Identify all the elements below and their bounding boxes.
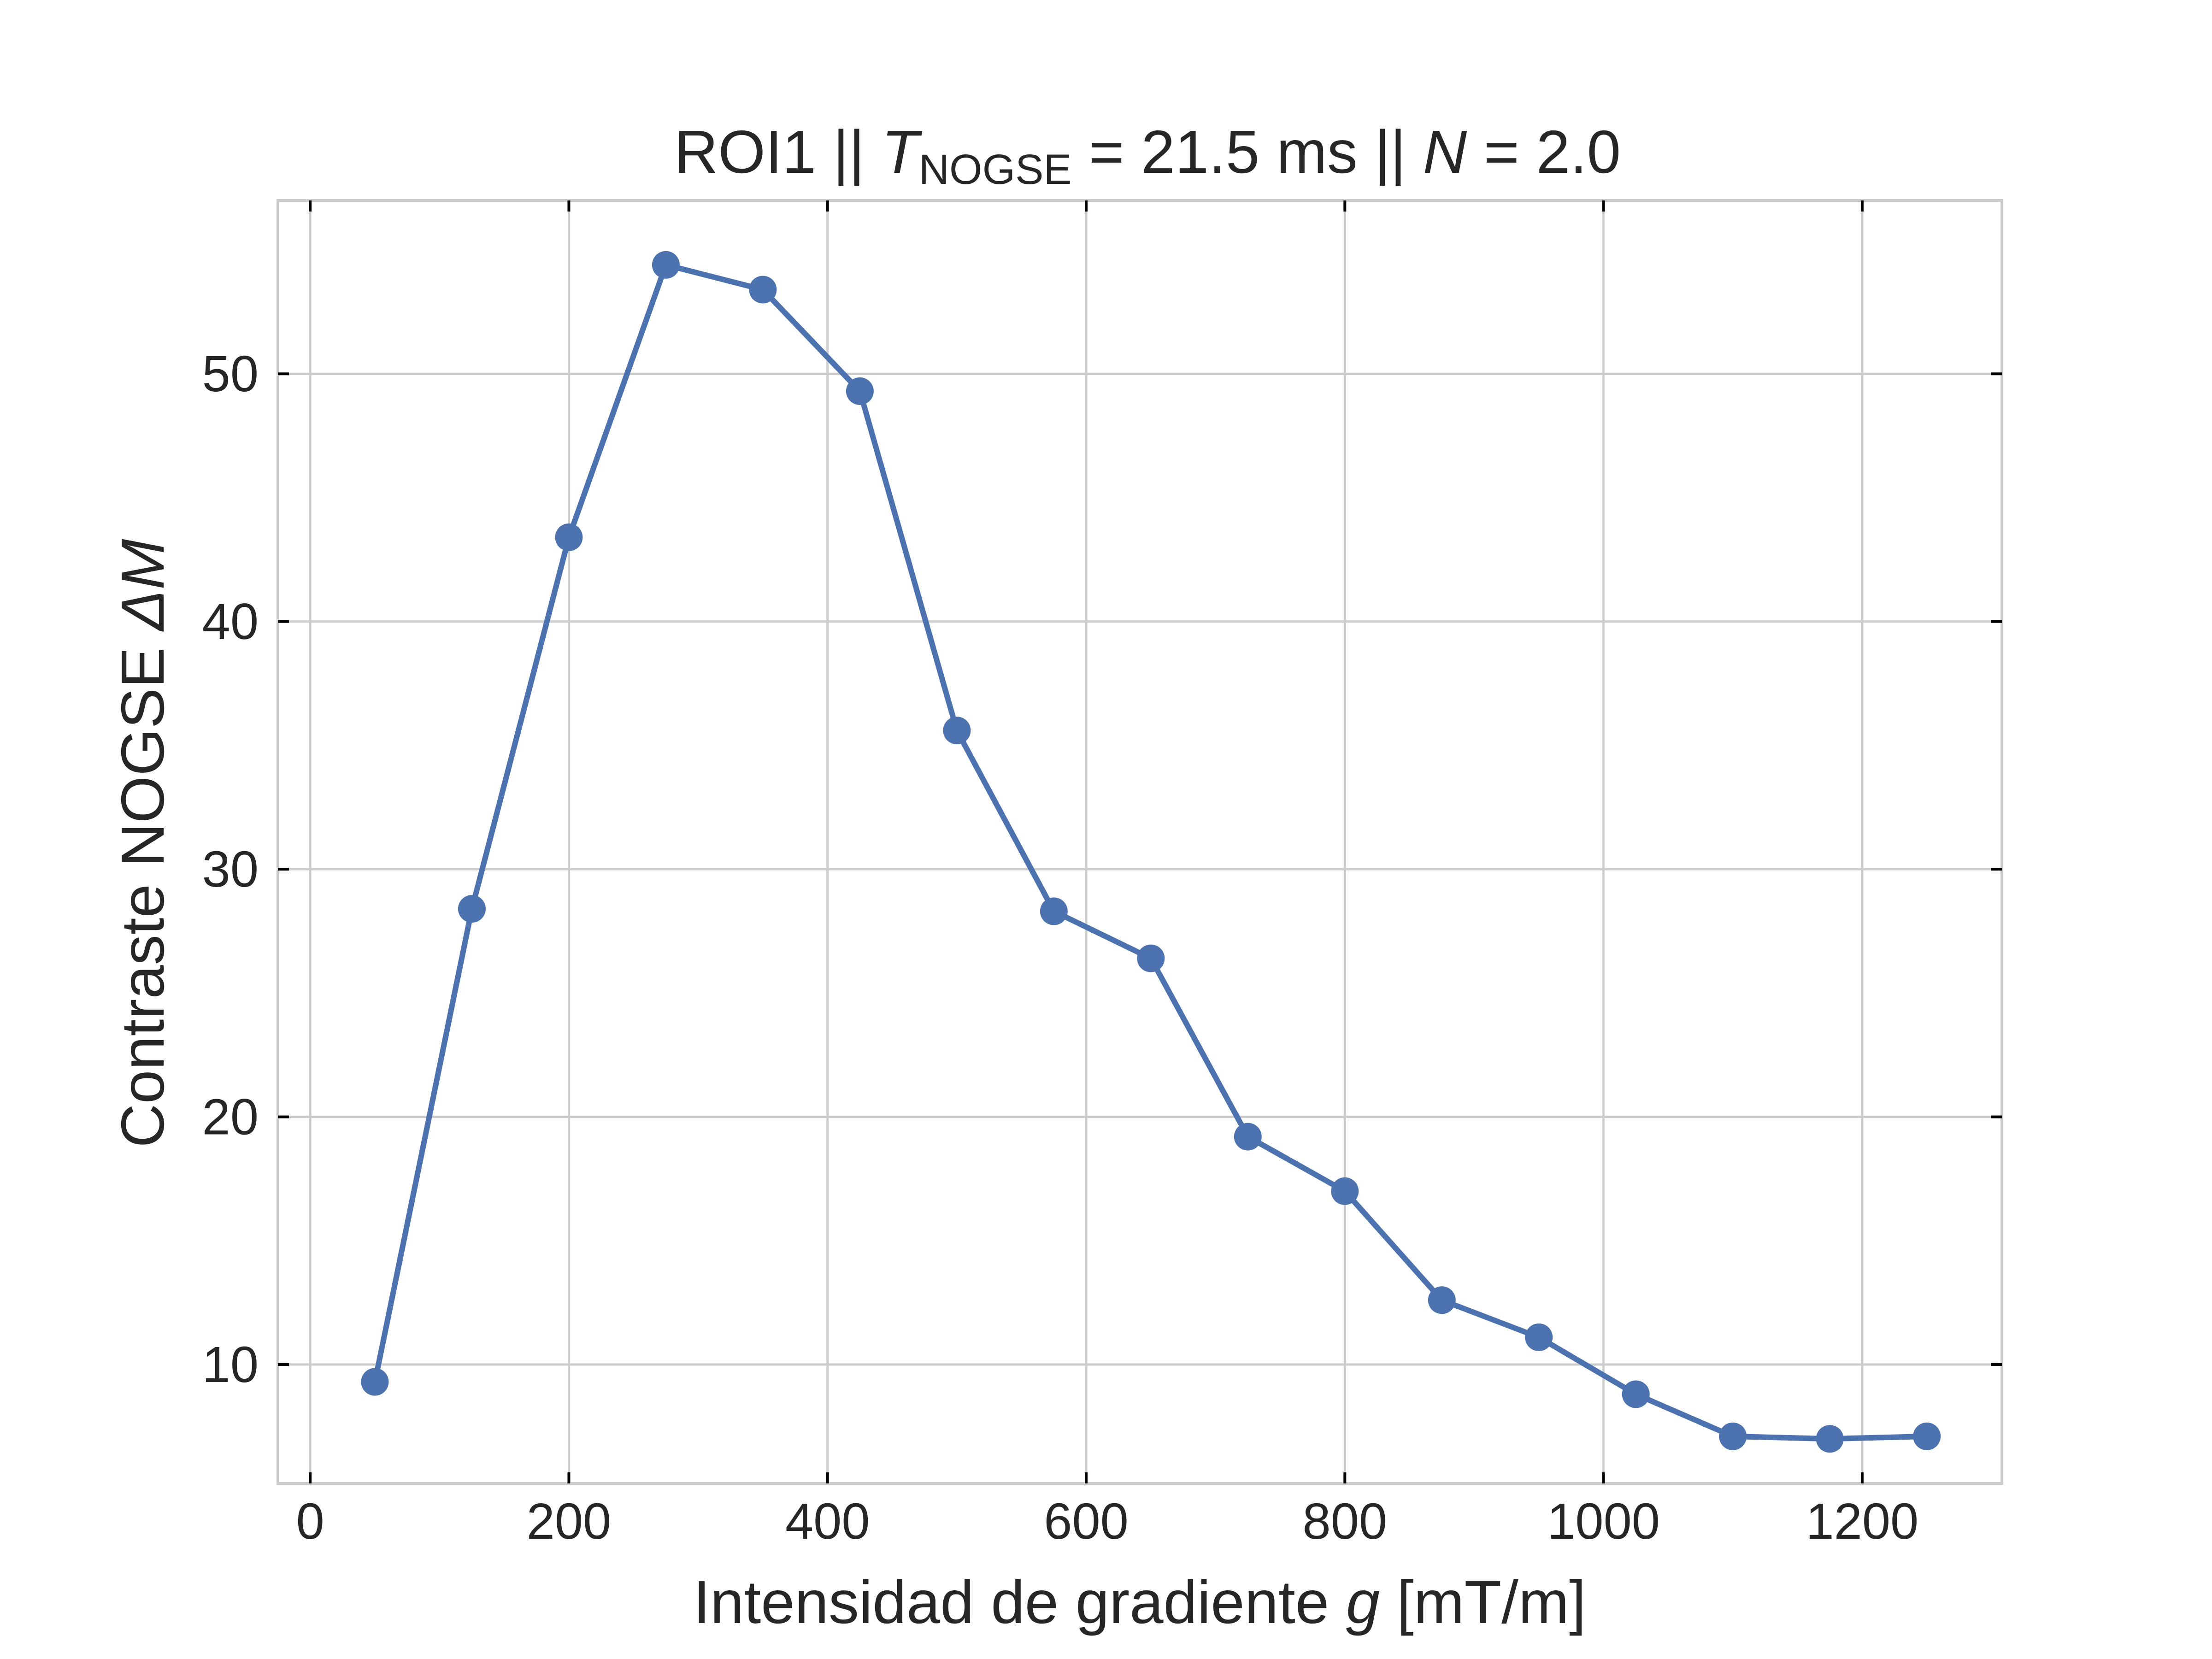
chart-title: ROI1 || TNOGSE = 21.5 ms || N = 2.0 (674, 118, 1621, 193)
x-tick-label: 200 (527, 1493, 612, 1550)
data-point (1719, 1422, 1747, 1450)
x-tick-label: 400 (785, 1493, 870, 1550)
data-point (1816, 1425, 1844, 1453)
y-axis-label: Contraste NOGSE ΔM (109, 539, 176, 1148)
data-point (1913, 1422, 1941, 1450)
data-point (749, 276, 777, 304)
data-point (1040, 897, 1068, 925)
grid-lines (278, 200, 2002, 1483)
data-point (1428, 1286, 1456, 1314)
y-tick-label: 20 (202, 1089, 259, 1146)
data-point (1331, 1177, 1359, 1205)
x-tick-label: 1000 (1547, 1493, 1660, 1550)
axis-ticks (278, 200, 2002, 1483)
x-tick-label: 1200 (1806, 1493, 1919, 1550)
data-point (846, 377, 874, 405)
y-tick-label: 40 (202, 594, 259, 650)
series-layer (361, 251, 1941, 1453)
x-tick-label: 800 (1303, 1493, 1388, 1550)
data-point (652, 251, 680, 279)
data-point (1525, 1323, 1553, 1351)
data-point (361, 1368, 389, 1396)
x-axis-label: Intensidad de gradiente g [mT/m] (693, 1568, 1586, 1636)
x-tick-label: 600 (1044, 1493, 1129, 1550)
data-point (1137, 944, 1165, 972)
plot-frame (276, 199, 2003, 1485)
y-tick-label: 50 (202, 346, 259, 402)
data-point (1234, 1123, 1262, 1151)
data-point (458, 895, 486, 923)
x-tick-label: 0 (296, 1493, 324, 1550)
data-point (1622, 1380, 1650, 1408)
data-point (943, 717, 971, 745)
data-point (555, 523, 583, 551)
y-tick-label: 10 (202, 1336, 259, 1393)
y-tick-label: 30 (202, 841, 259, 898)
tick-labels: 0 200 400 600 800 1000 1200 10 20 30 40 50 (202, 346, 1919, 1550)
